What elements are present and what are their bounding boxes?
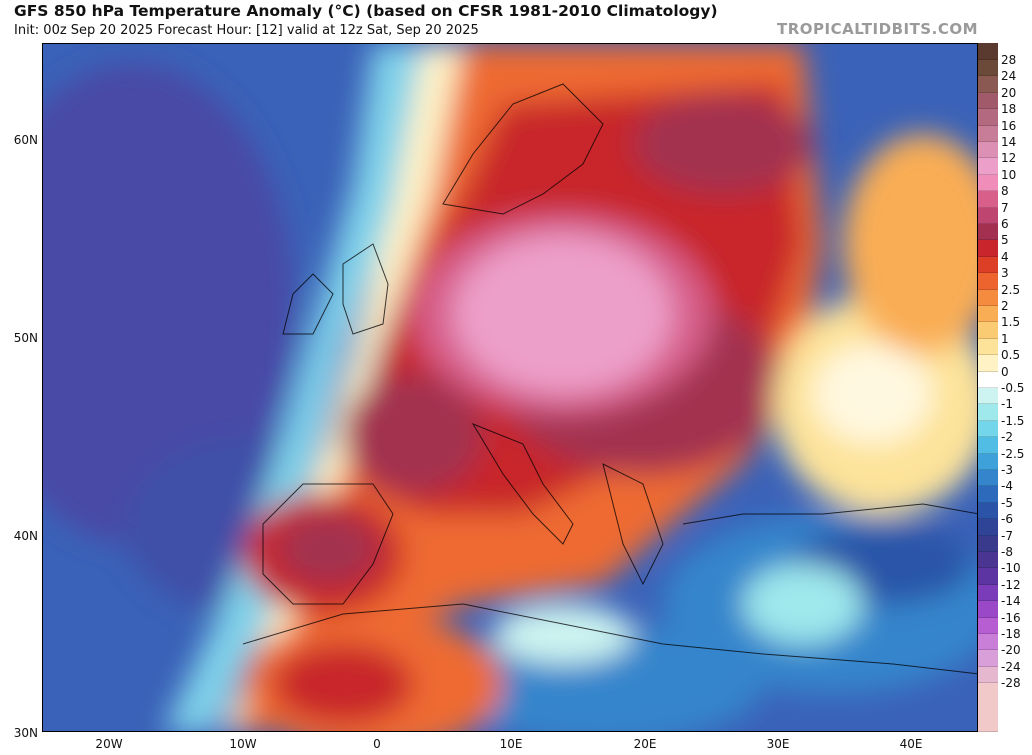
colorbar-label: 20: [1001, 85, 1017, 100]
colorbar-label: -5: [1001, 495, 1013, 510]
colorbar-label: -28: [1001, 676, 1021, 691]
colorbar-swatch: [978, 584, 998, 602]
lon-label-20w: 20W: [95, 737, 123, 751]
colorbar-swatch: [978, 92, 998, 110]
colorbar-swatch: [978, 60, 998, 77]
colorbar-swatch: [978, 388, 998, 405]
colorbar-label: -20: [1001, 643, 1021, 658]
map-title: GFS 850 hPa Temperature Anomaly (°C) (ba…: [14, 2, 718, 20]
colorbar-label: 8: [1001, 184, 1009, 199]
colorbar-label: -3: [1001, 463, 1013, 477]
colorbar-label: 7: [1001, 200, 1009, 215]
lon-label-10w: 10W: [229, 737, 257, 751]
colorbar-label: 5: [1001, 233, 1009, 248]
lat-label-40n: 40N: [13, 529, 38, 543]
colorbar-label: -24: [1001, 659, 1021, 674]
colorbar-label: -12: [1001, 577, 1021, 592]
colorbar-swatch: [978, 191, 998, 208]
colorbar-label: -8: [1001, 545, 1013, 559]
colorbar-swatch: [978, 650, 998, 667]
colorbar-label: 18: [1001, 102, 1017, 117]
colorbar-label: -6: [1001, 512, 1013, 527]
colorbar-swatch: [978, 306, 998, 323]
anomaly-field: [43, 44, 977, 731]
colorbar-swatch: [978, 470, 998, 487]
colorbar-label: 0.5: [1001, 348, 1021, 363]
colorbar-swatch: [978, 568, 998, 585]
colorbar-swatch: [978, 142, 998, 159]
colorbar-label: 2: [1001, 299, 1009, 313]
colorbar-label: -10: [1001, 561, 1021, 576]
colorbar-swatch: [978, 617, 998, 634]
colorbar-label: 1: [1001, 331, 1009, 346]
colorbar-swatch: [978, 240, 998, 257]
colorbar-label: -0.5: [1001, 381, 1025, 395]
colorbar-swatch: [978, 552, 998, 569]
colorbar-swatch: [978, 76, 998, 93]
colorbar-swatch: [978, 43, 998, 60]
colorbar-label: 3: [1001, 266, 1009, 281]
colorbar-label: 4: [1001, 249, 1009, 264]
colorbar-label: -7: [1001, 528, 1013, 543]
colorbar-label: 10: [1001, 167, 1017, 182]
lat-label-50n: 50N: [13, 331, 38, 345]
colorbar: [978, 43, 998, 732]
lon-label-0: 0: [373, 737, 381, 751]
colorbar-swatch: [978, 486, 998, 503]
colorbar-swatch: [978, 404, 998, 421]
lat-label-30n: 30N: [13, 726, 38, 740]
colorbar-swatch: [978, 666, 998, 684]
colorbar-label: 1.5: [1001, 315, 1021, 330]
colorbar-label: -1.5: [1001, 413, 1025, 428]
colorbar-swatch: [978, 535, 998, 552]
colorbar-swatch: [978, 355, 998, 372]
colorbar-swatch: [978, 338, 998, 356]
colorbar-swatch: [978, 109, 998, 126]
colorbar-swatch: [978, 420, 998, 438]
colorbar-swatch: [978, 125, 998, 142]
colorbar-label: 28: [1001, 53, 1017, 67]
lat-label-60n: 60N: [13, 133, 38, 147]
colorbar-swatch: [978, 453, 998, 470]
colorbar-swatch: [978, 207, 998, 224]
forecast-info: Init: 00z Sep 20 2025 Forecast Hour: [12…: [14, 23, 479, 38]
colorbar-swatch: [978, 158, 998, 175]
colorbar-label: 0: [1001, 364, 1009, 379]
colorbar-label: -2.5: [1001, 446, 1025, 461]
site-credit: TROPICALTIDBITS.COM: [777, 20, 978, 38]
colorbar-swatch: [978, 601, 998, 618]
colorbar-label: -16: [1001, 610, 1021, 625]
colorbar-swatch: [978, 322, 998, 339]
colorbar-swatch: [978, 437, 998, 454]
colorbar-label: 16: [1001, 118, 1017, 133]
colorbar-swatch: [978, 224, 998, 241]
colorbar-swatch: [978, 371, 998, 388]
colorbar-swatch: [978, 634, 998, 651]
colorbar-swatch: [978, 289, 998, 306]
colorbar-swatch: [978, 683, 998, 732]
colorbar-label: -14: [1001, 594, 1021, 609]
colorbar-swatch: [978, 519, 998, 536]
colorbar-swatch: [978, 174, 998, 192]
lon-label-30e: 30E: [766, 737, 790, 751]
colorbar-label: -1: [1001, 397, 1013, 412]
anomaly-map: [42, 43, 978, 732]
lon-label-20e: 20E: [633, 737, 657, 751]
colorbar-label: -4: [1001, 479, 1013, 494]
colorbar-swatch: [978, 256, 998, 274]
lon-label-40e: 40E: [899, 737, 923, 751]
colorbar-swatch: [978, 273, 998, 290]
colorbar-label: -2: [1001, 430, 1013, 445]
colorbar-swatch: [978, 502, 998, 520]
lon-label-10e: 10E: [499, 737, 523, 751]
colorbar-label: -18: [1001, 627, 1021, 641]
colorbar-label: 14: [1001, 135, 1017, 149]
colorbar-label: 2.5: [1001, 282, 1021, 297]
colorbar-label: 12: [1001, 151, 1017, 166]
colorbar-label: 6: [1001, 217, 1009, 231]
colorbar-label: 24: [1001, 69, 1017, 84]
